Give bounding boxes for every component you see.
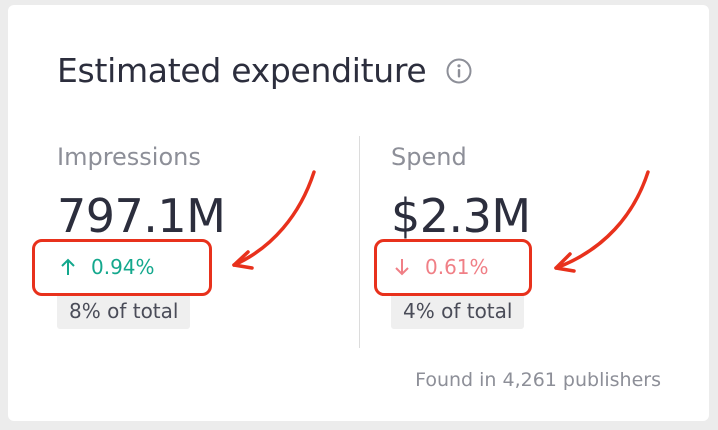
arrow-down-icon <box>393 257 411 277</box>
spend-change-value: 0.61% <box>425 255 489 279</box>
impressions-label: Impressions <box>57 143 201 171</box>
estimated-expenditure-card: Estimated expenditure Impressions 797.1M… <box>8 5 709 421</box>
publishers-footnote: Found in 4,261 publishers <box>415 369 661 391</box>
impressions-change: 0.94% <box>59 251 225 283</box>
impressions-value: 797.1M <box>57 189 226 243</box>
annotation-highlight-impressions-change <box>32 239 212 296</box>
spend-value: $2.3M <box>391 189 531 243</box>
annotation-highlight-spend-change <box>374 239 532 296</box>
spend-share-badge: 4% of total <box>391 293 525 329</box>
card-title: Estimated expenditure <box>57 51 427 90</box>
impressions-share-badge: 8% of total <box>57 293 191 329</box>
spend-metric: Spend $2.3M 0.61% 4% of total <box>391 137 531 329</box>
info-circle-icon[interactable] <box>446 58 472 84</box>
impressions-metric: Impressions 797.1M 0.94% 8% of total <box>57 137 226 329</box>
spend-change: 0.61% <box>393 251 531 283</box>
impressions-change-value: 0.94% <box>91 255 155 279</box>
arrow-up-icon <box>59 257 77 277</box>
metric-divider <box>359 136 360 348</box>
card-header: Estimated expenditure <box>57 51 472 90</box>
spend-label: Spend <box>391 143 467 171</box>
